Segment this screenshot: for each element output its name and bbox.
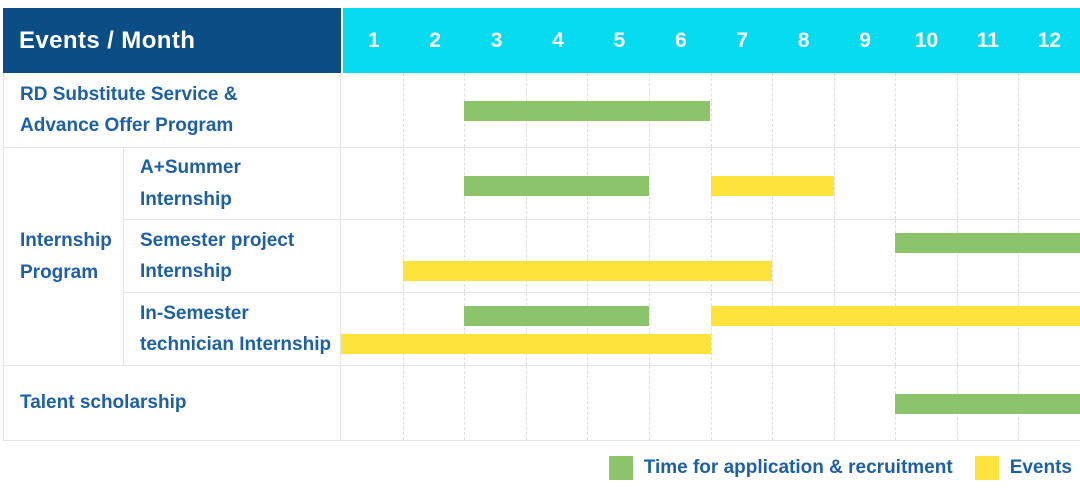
month-label: 8 [797,28,810,52]
month-header-row: 1 2 3 4 5 6 7 8 9 10 11 12 [341,8,1080,73]
gantt-table: Events / Month 1 2 3 4 5 6 7 8 9 10 11 12 RD Substi… [3,8,1080,441]
gantt-bar-yellow [710,176,834,196]
row-label-a-summer-internship: A+Summer Internship [124,148,341,220]
row-label-in-semester-technician-internship: In-Semester technician Internship [124,293,341,366]
legend-swatch-green [608,456,633,480]
gantt-row-canvas [341,220,1080,293]
month-gridline [587,366,589,440]
month-label: 5 [613,28,626,52]
month-gridline [464,293,466,365]
gantt-bar-yellow [341,334,711,354]
month-gridline [525,366,527,440]
month-gridline [895,73,897,147]
gantt-row-canvas [341,366,1080,441]
month-gridline [1018,220,1020,292]
month-gridline [1018,293,1020,365]
gantt-bar-yellow [710,306,1080,326]
gantt-bar-yellow [402,261,773,281]
month-gridline [402,220,404,292]
month-gridline [402,293,404,365]
month-gridline [772,220,774,292]
legend-swatch-yellow [974,456,999,480]
month-gridline [833,293,835,365]
gantt-bar-green [895,394,1080,414]
month-gridline [1018,73,1020,147]
month-gridline [956,148,958,219]
month-gridline [402,366,404,440]
row-label-talent-scholarship: Talent scholarship [3,366,341,441]
month-gridline [402,73,404,147]
month-label: 1 [367,28,380,52]
gantt-row-canvas [341,73,1080,148]
month-label: 2 [429,28,441,52]
month-gridline [833,148,835,219]
month-gridline [587,220,589,292]
month-label: 12 [1037,28,1061,52]
group-label-internship-program: Internship Program [3,148,124,366]
month-gridline [648,148,650,219]
month-label: 11 [976,28,999,52]
month-gridline [587,293,589,365]
month-gridline [1018,148,1020,219]
table-corner-header: Events / Month [3,8,341,73]
month-gridline [648,366,650,440]
month-label: 6 [674,28,687,52]
month-gridline [402,148,404,219]
gantt-bar-green [464,101,711,121]
gantt-row-canvas [341,148,1080,220]
month-label: 4 [552,28,564,52]
month-label: 7 [736,28,749,52]
month-gridline [895,293,897,365]
gantt-bar-green [895,233,1080,253]
row-label-semester-project-internship: Semester project Internship [124,220,341,293]
month-gridline [710,73,712,147]
month-gridline [464,220,466,292]
month-label: 10 [914,28,939,52]
gantt-bar-green [464,176,649,196]
legend: Time for application & recruitment Events [608,456,1072,480]
month-gridline [772,73,774,147]
month-gridline [525,220,527,292]
month-gridline [956,293,958,365]
legend-item: Time for application & recruitment [608,456,953,480]
month-gridline [956,220,958,292]
month-gridline [833,220,835,292]
month-gridline [772,293,774,365]
month-label: 9 [859,28,871,52]
month-gridline [895,220,897,292]
month-label: 3 [490,28,503,52]
month-gridline [648,220,650,292]
month-gridline [833,73,835,147]
legend-label: Time for application & recruitment [643,457,953,478]
gantt-chart: Events / Month 1 2 3 4 5 6 7 8 9 10 11 12 RD Substi… [3,8,1080,441]
month-gridline [710,366,712,440]
month-gridline [710,220,712,292]
month-gridline [833,366,835,440]
month-gridline [464,366,466,440]
gantt-bar-green [464,306,649,326]
month-gridline [956,73,958,147]
legend-label: Events [1009,457,1072,478]
legend-item: Events [974,456,1072,480]
month-gridline [710,293,712,365]
month-gridline [895,148,897,219]
month-gridline [648,293,650,365]
month-gridline [772,366,774,440]
row-label-rd-substitute-service: RD Substitute Service & Advance Offer Pr… [3,73,341,148]
gantt-row-canvas [341,293,1080,366]
month-gridline [525,293,527,365]
